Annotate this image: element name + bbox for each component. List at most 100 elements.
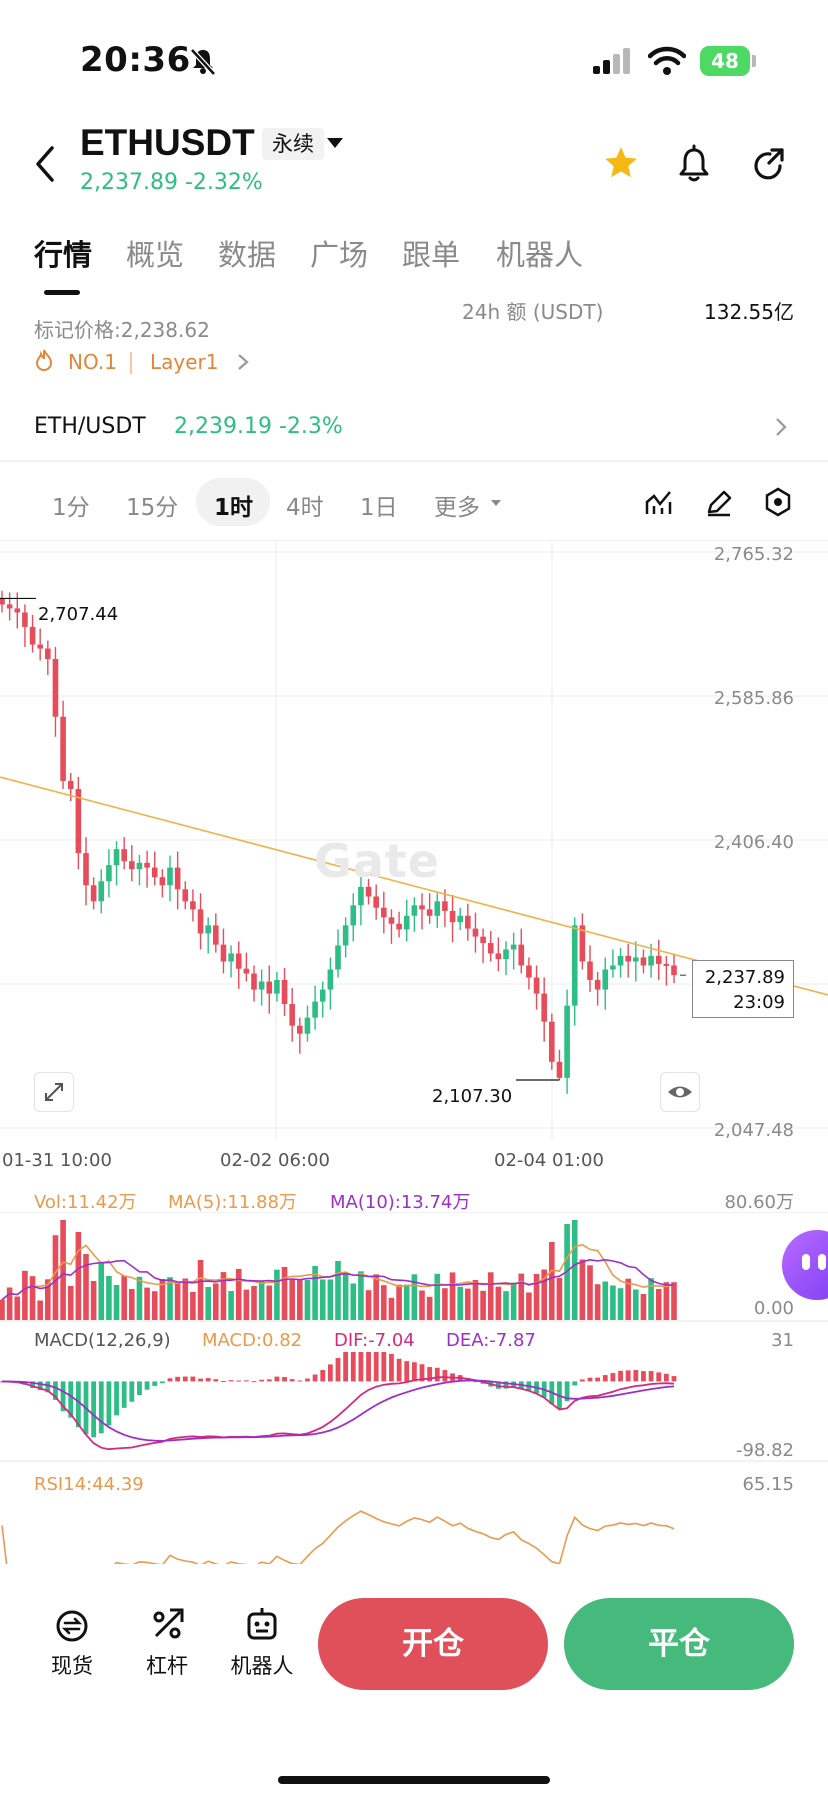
candle-body (45, 648, 51, 659)
macd-histogram-bar (373, 1352, 379, 1382)
candle-body (571, 925, 578, 1006)
candle-body (625, 955, 631, 962)
macd-max: 31 (771, 1330, 794, 1351)
volume-bar (419, 1290, 425, 1320)
mark-price-value: 2,238.62 (120, 318, 210, 342)
nav-spot-label[interactable]: 现货 (51, 1654, 93, 1678)
volume-bar (144, 1287, 150, 1320)
time-axis-label: 02-02 06:00 (220, 1150, 330, 1171)
candle-body (518, 944, 525, 966)
candle-body (503, 949, 509, 960)
macd-histogram-bar (389, 1353, 394, 1382)
contract-type-badge[interactable]: 永续 (262, 128, 324, 160)
volume-bar (182, 1278, 189, 1320)
volume-bar (350, 1283, 357, 1320)
volume-bar (396, 1284, 402, 1320)
candle-body (159, 877, 166, 886)
alert-bell-icon[interactable] (676, 144, 712, 184)
open-position-button[interactable]: 开仓 (318, 1598, 548, 1690)
macd-histogram-bar (91, 1381, 97, 1438)
volume-bar (83, 1254, 89, 1320)
candle-body (274, 979, 280, 994)
volume-bar (411, 1274, 418, 1320)
draw-pen-icon[interactable] (704, 488, 734, 518)
volume-bar (235, 1268, 242, 1320)
candle-body (472, 928, 479, 937)
interval-15m[interactable]: 15分 (126, 495, 179, 521)
interval-1h[interactable]: 1时 (214, 495, 254, 521)
macd-label: MACD(12,26,9) (34, 1330, 171, 1351)
tab-square[interactable]: 广场 (310, 238, 369, 272)
volume-bar (251, 1286, 257, 1320)
indicator-icon[interactable] (644, 488, 674, 518)
nav-bot-label[interactable]: 机器人 (230, 1654, 294, 1678)
interval-1m[interactable]: 1分 (52, 495, 90, 521)
candlestick-chart[interactable] (0, 540, 828, 1140)
nav-leverage-label[interactable]: 杠杆 (146, 1654, 188, 1678)
current-price-tag[interactable]: 2,237.89 23:09 (692, 960, 794, 1018)
rank-tag[interactable]: NO.1 (68, 350, 117, 374)
leverage-icon[interactable] (148, 1604, 188, 1644)
pair-title[interactable]: ETHUSDT (80, 122, 255, 163)
candle-body (640, 957, 647, 966)
spot-chevron-icon[interactable] (774, 416, 788, 438)
candle-body (113, 849, 120, 866)
favorite-star-icon[interactable] (602, 144, 640, 182)
current-price-value: 2,237.89 (704, 967, 785, 988)
volume-ma10: MA(10):13.74万 (330, 1192, 471, 1213)
candle-body (480, 936, 486, 944)
tab-bots[interactable]: 机器人 (496, 238, 584, 272)
volume-bar (465, 1288, 471, 1320)
macd-histogram-bar (381, 1352, 387, 1382)
macd-histogram-bar (564, 1381, 570, 1402)
candle-body (75, 788, 82, 854)
volume-bar (655, 1289, 662, 1320)
tab-overview[interactable]: 概览 (126, 238, 185, 272)
sector-tag[interactable]: Layer1 (150, 350, 219, 374)
candle-body (373, 896, 379, 908)
fullscreen-button[interactable] (34, 1072, 74, 1112)
candle-body (319, 989, 326, 1002)
volume-bar (358, 1271, 364, 1320)
visibility-button[interactable] (660, 1072, 700, 1112)
mark-price-label: 标记价格: (34, 318, 121, 342)
interval-4h[interactable]: 4时 (286, 495, 324, 521)
close-position-button[interactable]: 平仓 (564, 1598, 794, 1690)
volume-bar (610, 1285, 616, 1320)
candle-body (220, 944, 227, 962)
tab-data[interactable]: 数据 (218, 238, 277, 272)
macd-histogram-bar (221, 1381, 226, 1383)
spot-icon[interactable] (52, 1606, 92, 1646)
volume-bar (304, 1280, 311, 1320)
tab-copy-trading[interactable]: 跟单 (402, 238, 461, 272)
interval-1d[interactable]: 1日 (360, 495, 398, 521)
macd-chart (0, 1352, 828, 1462)
rsi-line (1, 1510, 675, 1564)
macd-histogram-bar (60, 1381, 66, 1412)
candle-body (617, 955, 624, 966)
tab-market[interactable]: 行情 (34, 238, 93, 272)
chevron-right-icon[interactable] (236, 352, 250, 372)
more-caret-icon[interactable] (490, 498, 502, 508)
share-icon[interactable] (750, 146, 788, 184)
volume-bar (60, 1220, 66, 1320)
macd-histogram-bar (266, 1379, 272, 1382)
macd-histogram-bar (106, 1381, 112, 1426)
interval-more[interactable]: 更多 (434, 495, 480, 521)
candle-body (29, 626, 36, 645)
dropdown-icon[interactable] (326, 136, 344, 150)
robot-icon[interactable] (242, 1604, 282, 1644)
macd-histogram-bar (411, 1362, 417, 1382)
back-icon[interactable] (32, 144, 60, 184)
volume-bar (136, 1276, 143, 1320)
spot-pair[interactable]: ETH/USDT (34, 414, 146, 439)
volume-max: 80.60万 (724, 1192, 794, 1213)
volume-bar (648, 1278, 654, 1320)
macd-histogram-bar (495, 1381, 501, 1389)
candle-body (190, 901, 196, 910)
candle-body (442, 901, 448, 911)
macd-dea-line (1, 1379, 675, 1442)
candle-body (129, 861, 135, 870)
chart-settings-icon[interactable] (762, 486, 794, 518)
candle-body (14, 608, 21, 613)
